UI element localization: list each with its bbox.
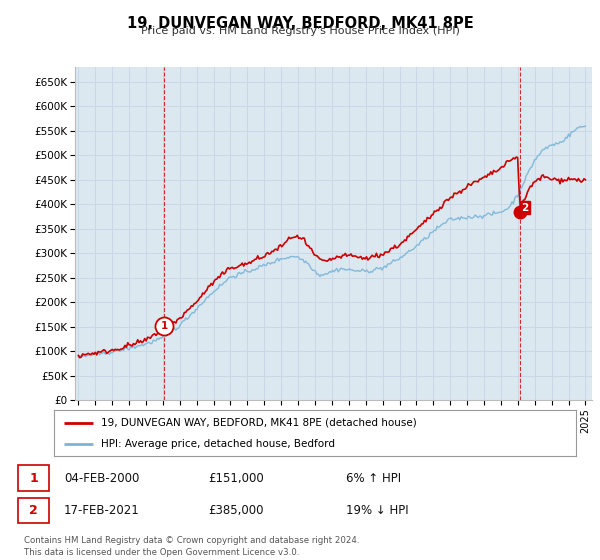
Text: 17-FEB-2021: 17-FEB-2021 [64,504,140,517]
Bar [18,498,49,524]
Text: 19% ↓ HPI: 19% ↓ HPI [346,504,409,517]
Text: £151,000: £151,000 [208,472,263,485]
Text: HPI: Average price, detached house, Bedford: HPI: Average price, detached house, Bedf… [101,439,335,449]
Text: 19, DUNVEGAN WAY, BEDFORD, MK41 8PE: 19, DUNVEGAN WAY, BEDFORD, MK41 8PE [127,16,473,31]
Text: 19, DUNVEGAN WAY, BEDFORD, MK41 8PE (detached house): 19, DUNVEGAN WAY, BEDFORD, MK41 8PE (det… [101,418,417,428]
Text: £385,000: £385,000 [208,504,263,517]
Text: 04-FEB-2000: 04-FEB-2000 [64,472,139,485]
Text: 1: 1 [29,472,38,485]
Text: Contains HM Land Registry data © Crown copyright and database right 2024.
This d: Contains HM Land Registry data © Crown c… [24,536,359,557]
Text: Price paid vs. HM Land Registry's House Price Index (HPI): Price paid vs. HM Land Registry's House … [140,26,460,36]
Bar [18,465,49,491]
Text: 2: 2 [521,203,529,213]
Text: 1: 1 [161,321,168,332]
Text: 2: 2 [29,504,38,517]
Text: 6% ↑ HPI: 6% ↑ HPI [346,472,401,485]
